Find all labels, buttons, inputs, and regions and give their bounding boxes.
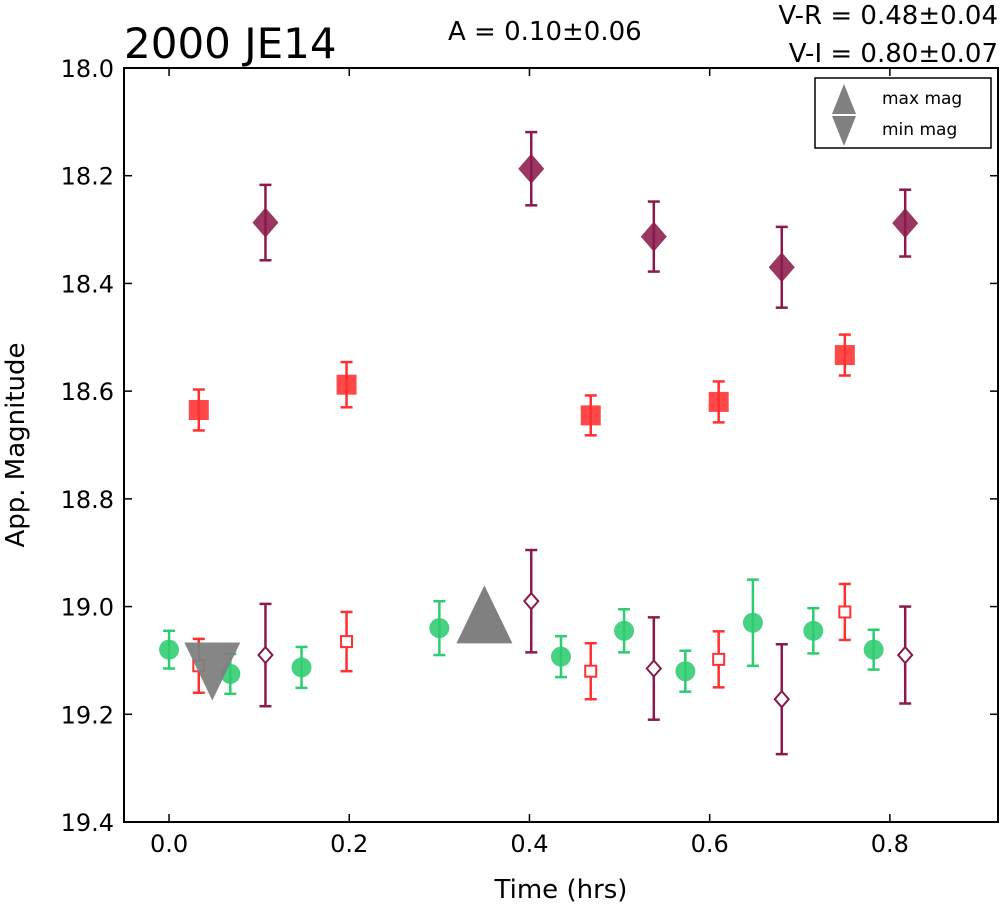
chart-title: 2000 JE14: [124, 19, 337, 68]
y-axis-label: App. Magnitude: [1, 342, 31, 547]
x-tick-label: 0.0: [150, 830, 188, 858]
data-point-square: [580, 405, 601, 426]
data-point-circle: [803, 620, 824, 641]
color-vi-annotation: V-I = 0.80±0.07: [789, 39, 998, 69]
min-mag-marker: [184, 642, 241, 701]
data-point-square: [838, 605, 852, 619]
max-mag-legend-icon: [832, 84, 856, 114]
data-point-square: [834, 345, 855, 366]
y-tick-label: 18.2: [61, 163, 114, 191]
legend-label-min: min mag: [882, 120, 957, 140]
data-point-circle: [742, 612, 763, 633]
legend-label-max: max mag: [882, 89, 962, 109]
data-point-circle: [863, 639, 884, 660]
data-point-diamond: [645, 658, 663, 679]
data-point-diamond: [896, 645, 914, 665]
data-point-diamond: [773, 689, 791, 709]
data-point-circle: [429, 618, 450, 639]
x-tick-label: 0.4: [510, 830, 548, 858]
y-tick-label: 19.2: [61, 701, 114, 729]
data-point-diamond: [768, 252, 795, 283]
data-point-square: [340, 635, 354, 649]
axis-ticks: 0.0 0.2 0.4 0.6 0.8 18.0 18.2 18.4 18.6 18.8 19.0 1…: [61, 55, 998, 858]
data-point-diamond: [640, 221, 667, 252]
y-tick-label: 18.0: [61, 55, 114, 83]
max-mag-marker: [456, 585, 513, 644]
data-point-diamond: [252, 207, 279, 238]
min-mag-legend-icon: [832, 116, 856, 146]
data-point-diamond: [257, 645, 274, 665]
x-tick-label: 0.8: [871, 830, 909, 858]
data-point-diamond: [892, 208, 919, 239]
data-point-circle: [675, 661, 696, 682]
y-tick-label: 18.6: [61, 378, 114, 406]
y-tick-label: 18.4: [61, 270, 114, 298]
data-marks: [159, 130, 919, 756]
x-tick-label: 0.2: [330, 830, 368, 858]
data-point-circle: [159, 639, 180, 660]
color-vr-annotation: V-R = 0.48±0.04: [778, 1, 998, 31]
data-point-circle: [291, 657, 312, 678]
plot-frame: [123, 67, 999, 823]
data-point-square: [712, 652, 726, 666]
legend: max mag min mag: [814, 77, 992, 149]
y-tick-label: 19.0: [61, 594, 114, 622]
data-point-square: [708, 391, 729, 412]
y-tick-label: 18.8: [61, 486, 114, 514]
x-axis-label: Time (hrs): [494, 875, 628, 904]
data-point-square: [336, 374, 357, 395]
data-point-circle: [614, 620, 635, 641]
data-point-circle: [551, 646, 571, 667]
data-point-diamond: [518, 153, 545, 184]
data-point-diamond: [522, 591, 540, 611]
y-tick-label: 19.4: [61, 809, 114, 837]
data-point-square: [584, 664, 598, 678]
amplitude-annotation: A = 0.10±0.06: [448, 17, 642, 47]
x-tick-label: 0.6: [691, 830, 729, 858]
data-point-square: [188, 399, 209, 420]
